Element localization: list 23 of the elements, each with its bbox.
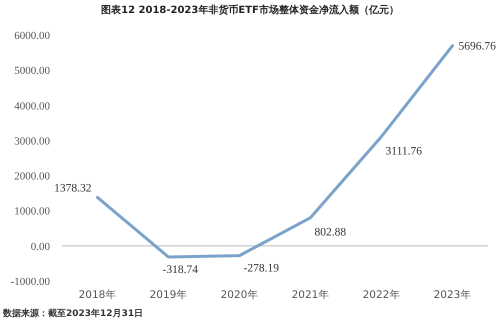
x-tick-label: 2020年 — [220, 289, 258, 301]
data-label: 1378.32 — [54, 182, 92, 194]
data-label: -278.19 — [244, 262, 280, 275]
x-tick-label: 2023年 — [434, 289, 472, 301]
y-tick-label: 6000.00 — [14, 30, 50, 42]
x-tick-label: 2018年 — [78, 289, 116, 301]
data-label: 802.88 — [314, 226, 346, 239]
y-tick-label: -1000.00 — [10, 276, 50, 288]
data-label: -318.74 — [162, 264, 198, 276]
y-tick-label: 2000.00 — [14, 170, 50, 183]
y-tick-label: 0.00 — [30, 240, 50, 253]
y-tick-label: 5000.00 — [14, 65, 50, 78]
line-series — [96, 44, 454, 259]
chart-title: 图表12 2018-2023年非货币ETF市场整体资金净流入额（亿元） — [101, 4, 399, 16]
x-tick-label: 2022年 — [362, 289, 400, 301]
x-tick-label: 2019年 — [150, 289, 188, 301]
source-note: 数据来源：截至2023年12月31日 — [2, 308, 144, 319]
data-label: 3111.76 — [386, 146, 422, 158]
data-label: 5696.76 — [458, 40, 496, 53]
y-tick-label: 4000.00 — [14, 100, 50, 112]
y-tick-label: 3000.00 — [14, 135, 50, 148]
x-tick-label: 2021年 — [292, 289, 330, 301]
y-tick-label: 1000.00 — [14, 206, 50, 218]
